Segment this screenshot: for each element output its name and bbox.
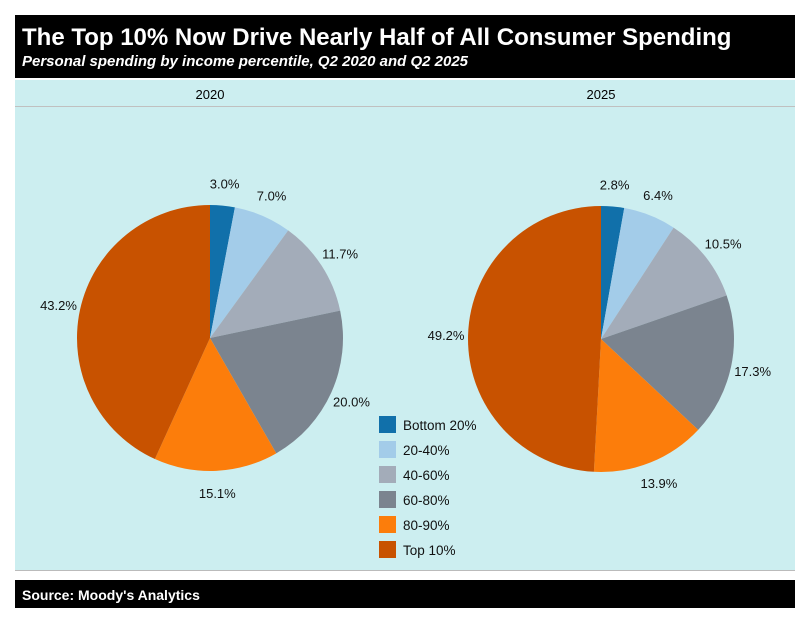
- slice-label: 2.8%: [600, 178, 630, 193]
- legend-swatch: [379, 416, 396, 433]
- slice-label: 3.0%: [210, 177, 240, 192]
- pie-slice-2025-0: [601, 206, 625, 339]
- slice-label: 49.2%: [428, 328, 465, 343]
- legend-swatch: [379, 441, 396, 458]
- slice-label: 17.3%: [734, 364, 771, 379]
- slice-label: 20.0%: [333, 394, 370, 409]
- legend-label: 20-40%: [403, 443, 450, 458]
- legend-swatch: [379, 466, 396, 483]
- pie-slice-2020-2: [210, 230, 341, 338]
- pie-slice-2020-3: [210, 310, 343, 454]
- legend-label: 40-60%: [403, 468, 450, 483]
- pie-slice-2025-2: [601, 227, 727, 339]
- title-bar: The Top 10% Now Drive Nearly Half of All…: [15, 15, 795, 78]
- pie-slice-2025-4: [593, 339, 699, 472]
- slice-label: 6.4%: [643, 188, 673, 203]
- legend-label: 80-90%: [403, 518, 450, 533]
- pie-slice-2020-4: [154, 338, 277, 471]
- chart-title: The Top 10% Now Drive Nearly Half of All…: [22, 24, 732, 51]
- pie-slice-2025-5: [468, 206, 601, 472]
- pie-slice-2020-5: [77, 205, 210, 460]
- slice-label: 10.5%: [705, 237, 742, 252]
- legend-swatch: [379, 491, 396, 508]
- pie-slice-2020-1: [210, 207, 289, 338]
- source-bar: Source: Moody's Analytics: [15, 580, 795, 608]
- slice-label: 11.7%: [322, 247, 358, 262]
- legend-label: Top 10%: [403, 543, 456, 558]
- chart-subtitle: Personal spending by income percentile, …: [22, 53, 469, 70]
- slice-label: 15.1%: [199, 486, 236, 501]
- slice-label: 7.0%: [257, 189, 287, 204]
- source-text: Source: Moody's Analytics: [22, 587, 200, 603]
- slice-label: 43.2%: [40, 298, 77, 313]
- facet-label-2020: 2020: [195, 87, 225, 102]
- facet-label-2025: 2025: [586, 87, 616, 102]
- pie-slice-2020-0: [210, 205, 235, 338]
- pie-slice-2025-1: [601, 208, 674, 339]
- legend-label: Bottom 20%: [403, 418, 477, 433]
- pie-slice-2025-3: [601, 295, 734, 430]
- facet-strip: 2020 2025: [15, 80, 795, 107]
- legend-swatch: [379, 516, 396, 533]
- legend-label: 60-80%: [403, 493, 450, 508]
- slice-label: 13.9%: [640, 476, 677, 491]
- legend-swatch: [379, 541, 396, 558]
